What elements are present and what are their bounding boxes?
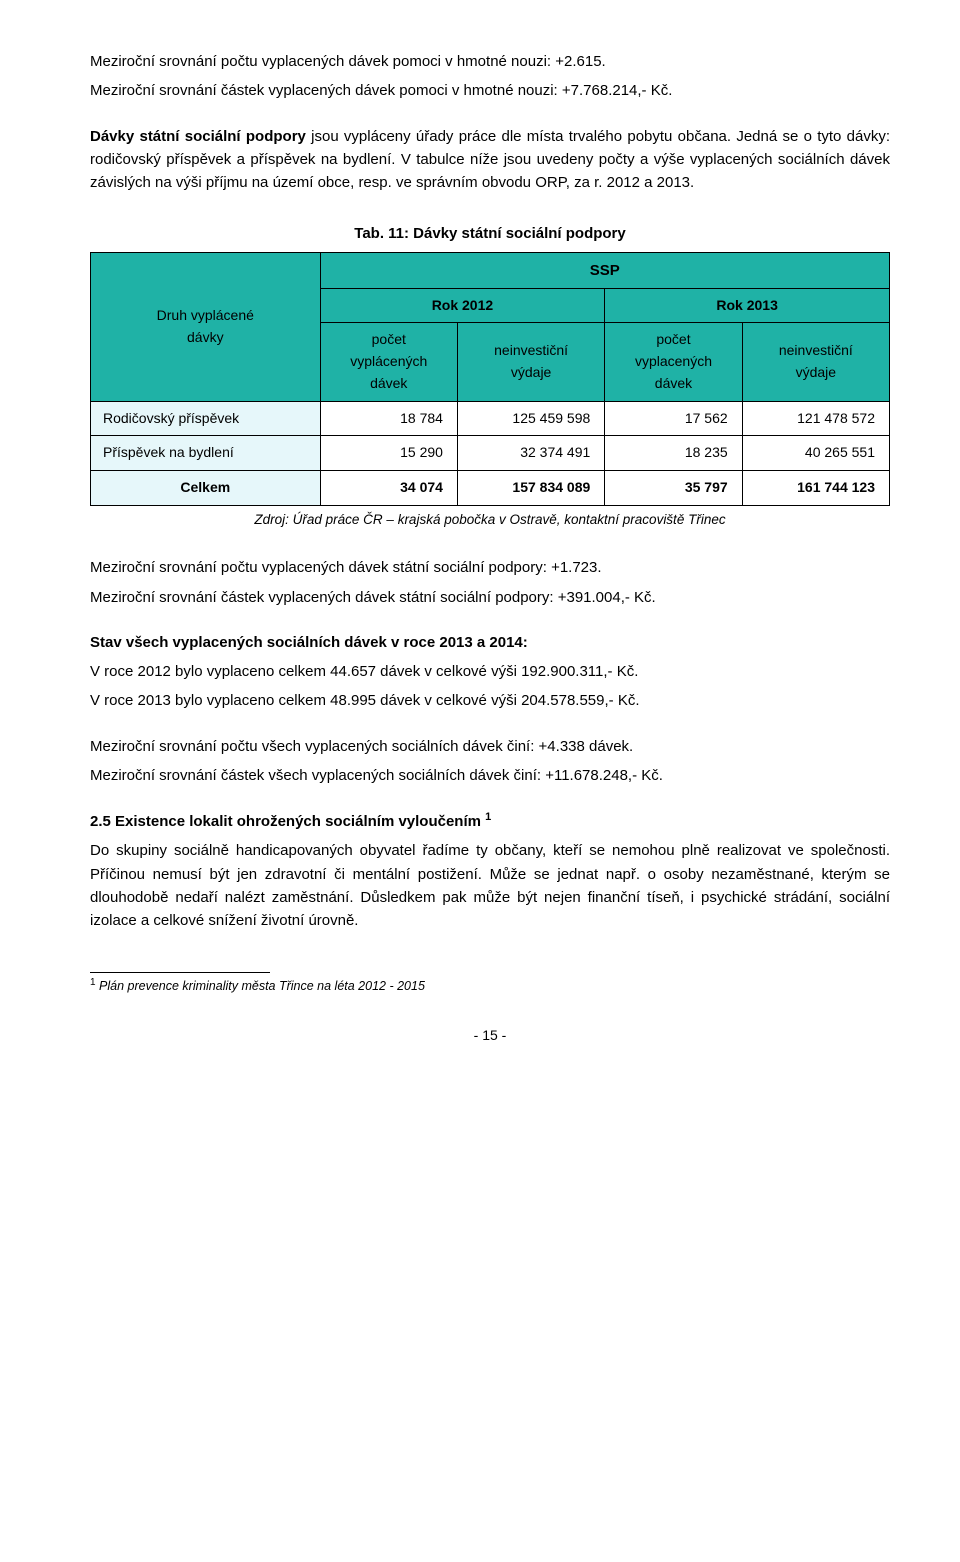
mid-line-1: Meziroční srovnání počtu vyplacených dáv… <box>90 556 890 579</box>
footnote-rule <box>90 972 270 973</box>
year-2013: Rok 2013 <box>605 288 890 323</box>
stav-title: Stav všech vyplacených sociálních dávek … <box>90 631 890 654</box>
table-row: Rodičovský příspěvek 18 784 125 459 598 … <box>91 401 890 436</box>
intro-bold-phrase: Dávky státní sociální podpory <box>90 128 306 145</box>
table-title: Tab. 11: Dávky státní sociální podpory <box>90 222 890 245</box>
total-cell: 161 744 123 <box>742 470 889 505</box>
col-header-druh: Druh vyplácené dávky <box>91 252 321 401</box>
table-total-row: Celkem 34 074 157 834 089 35 797 161 744… <box>91 470 890 505</box>
section-2-5-body: Do skupiny sociálně handicapovaných obyv… <box>90 839 890 932</box>
year-2012: Rok 2012 <box>320 288 605 323</box>
col-druh-l1: Druh vyplácené <box>99 305 312 327</box>
col-count-1: počet vyplácených dávek <box>320 323 457 401</box>
row-label: Příspěvek na bydlení <box>91 436 321 471</box>
col-druh-l2: dávky <box>99 327 312 349</box>
intro-line-1: Meziroční srovnání počtu vyplacených dáv… <box>90 50 890 73</box>
cell: 121 478 572 <box>742 401 889 436</box>
mid-line-2: Meziroční srovnání částek vyplacených dá… <box>90 586 890 609</box>
stav-l3: Meziroční srovnání počtu všech vyplacený… <box>90 735 890 758</box>
section-2-5-heading: 2.5 Existence lokalit ohrožených sociáln… <box>90 809 890 833</box>
total-cell: 34 074 <box>320 470 457 505</box>
cell: 15 290 <box>320 436 457 471</box>
stav-l2: V roce 2013 bylo vyplaceno celkem 48.995… <box>90 689 890 712</box>
ssp-table: Druh vyplácené dávky SSP Rok 2012 Rok 20… <box>90 252 890 506</box>
total-cell: 35 797 <box>605 470 742 505</box>
cell: 18 235 <box>605 436 742 471</box>
stav-l4: Meziroční srovnání částek všech vyplacen… <box>90 764 890 787</box>
page-number: - 15 - <box>90 1025 890 1047</box>
intro-paragraph: Dávky státní sociální podpory jsou vyplá… <box>90 125 890 195</box>
total-cell: 157 834 089 <box>457 470 604 505</box>
cell: 40 265 551 <box>742 436 889 471</box>
cell: 18 784 <box>320 401 457 436</box>
table-source: Zdroj: Úřad práce ČR – krajská pobočka v… <box>90 510 890 531</box>
row-label: Rodičovský příspěvek <box>91 401 321 436</box>
total-label: Celkem <box>91 470 321 505</box>
footnote: 1 Plán prevence kriminality města Třince… <box>90 975 890 997</box>
footnote-text: Plán prevence kriminality města Třince n… <box>96 980 425 994</box>
footnote-ref: 1 <box>485 811 491 823</box>
stav-l1: V roce 2012 bylo vyplaceno celkem 44.657… <box>90 660 890 683</box>
table-row: Příspěvek na bydlení 15 290 32 374 491 1… <box>91 436 890 471</box>
cell: 125 459 598 <box>457 401 604 436</box>
section-2-5-heading-text: 2.5 Existence lokalit ohrožených sociáln… <box>90 813 481 830</box>
intro-line-2: Meziroční srovnání částek vyplacených dá… <box>90 79 890 102</box>
col-count-2: počet vyplacených dávek <box>605 323 742 401</box>
cell: 17 562 <box>605 401 742 436</box>
ssp-header: SSP <box>320 252 889 288</box>
cell: 32 374 491 <box>457 436 604 471</box>
col-neinv-2: neinvestiční výdaje <box>742 323 889 401</box>
col-neinv-1: neinvestiční výdaje <box>457 323 604 401</box>
